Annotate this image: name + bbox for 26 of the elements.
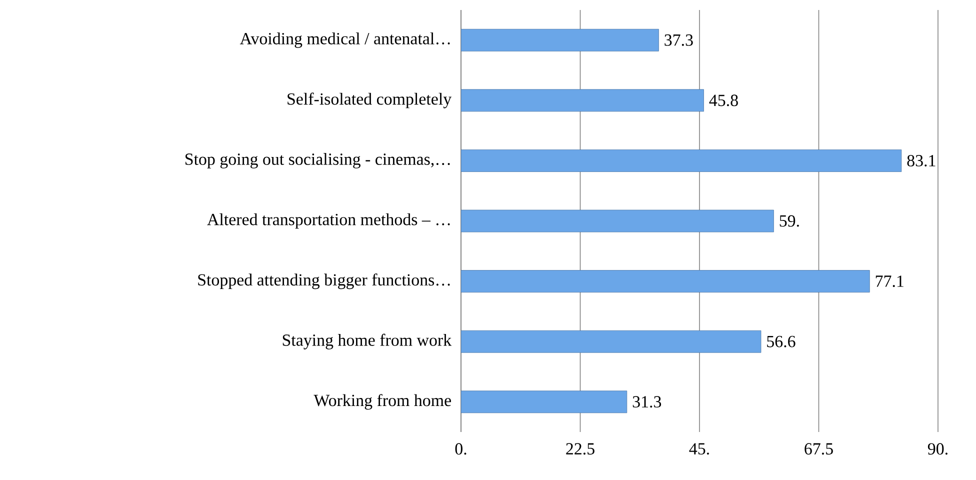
x-tick-label: 45. (689, 443, 709, 455)
bar (460, 390, 628, 414)
data-label: 56.6 (767, 336, 796, 348)
data-label: 77.1 (876, 276, 904, 287)
data-label: 37.3 (664, 34, 693, 46)
x-tick-label: 22.5 (566, 443, 594, 455)
bar (460, 330, 762, 353)
y-tick-label: Avoiding medical / antenatal… (240, 32, 450, 48)
data-label: 45.8 (709, 94, 738, 106)
y-tick-label: Stopped attending bigger functions… (198, 274, 450, 290)
y-tick-label: Altered transportation methods – … (207, 213, 450, 229)
y-tick-label: Stop going out socialising - cinemas,… (186, 153, 450, 168)
bar (460, 89, 704, 112)
bar (460, 270, 870, 292)
x-tick-label: 90. (928, 443, 948, 455)
x-tick-label: 67.5 (804, 443, 833, 455)
y-tick-label: Staying home from work (282, 334, 452, 350)
y-tick-label: Working from home (314, 394, 451, 410)
data-label: 31.3 (632, 396, 662, 408)
bar (460, 28, 659, 52)
data-label: 83.1 (907, 154, 936, 166)
y-tick-label: Self-isolated completely (288, 92, 452, 108)
bar (460, 210, 774, 232)
data-label: 59. (780, 215, 799, 227)
bar (460, 150, 902, 172)
x-tick-label: 0. (455, 443, 466, 455)
